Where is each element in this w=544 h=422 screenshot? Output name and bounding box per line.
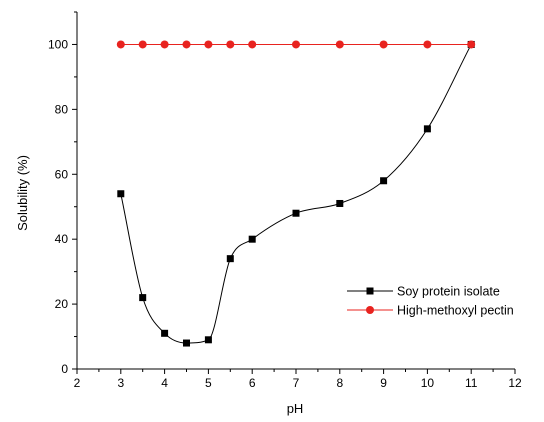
data-point (467, 40, 476, 49)
data-point (423, 125, 431, 133)
y-tick-label: 20 (55, 297, 69, 311)
data-point (423, 40, 432, 49)
x-tick-label: 5 (205, 376, 212, 390)
data-point (292, 40, 300, 49)
y-tick-label: 80 (55, 102, 69, 116)
y-axis-label: Solubility (%) (15, 155, 30, 231)
data-point (226, 40, 235, 49)
data-point (182, 40, 191, 49)
y-tick-label: 0 (61, 362, 68, 376)
x-tick-label: 12 (508, 376, 522, 390)
data-point (248, 40, 257, 49)
series-2 (116, 40, 476, 49)
data-point (204, 336, 212, 344)
y-tick-label: 60 (55, 167, 69, 181)
x-tick-label: 4 (161, 376, 168, 390)
data-point (161, 329, 169, 337)
x-tick-label: 8 (336, 376, 343, 390)
x-tick-label: 3 (117, 376, 124, 390)
axes: 2 3 4 5 6 7 8 9 10 11 12 0 20 40 60 80 100 (48, 11, 522, 390)
legend-item: Soy protein isolate (347, 285, 500, 299)
legend-marker (366, 287, 374, 295)
data-point (183, 339, 190, 347)
data-point (379, 40, 388, 49)
data-point (335, 40, 344, 49)
data-point (160, 40, 169, 49)
x-tick-label: 10 (421, 376, 435, 390)
x-tick-label: 2 (74, 376, 81, 390)
series-layer (116, 40, 476, 347)
data-point (292, 209, 300, 217)
data-point (336, 199, 344, 207)
x-tick-label: 9 (380, 376, 387, 390)
data-point (116, 40, 125, 49)
x-tick-label: 6 (249, 376, 256, 390)
data-point (226, 255, 234, 263)
legend-label: Soy protein isolate (397, 285, 500, 299)
legend-label: High-methoxyl pectin (397, 304, 514, 318)
y-tick-label: 100 (48, 37, 68, 51)
x-axis-label: pH (287, 401, 304, 416)
data-point (380, 177, 388, 185)
data-point (204, 40, 213, 49)
data-point (139, 294, 147, 302)
data-point (138, 40, 147, 49)
series-line (120, 44, 472, 344)
data-point (117, 190, 125, 198)
legend-marker (366, 306, 374, 314)
legend: Soy protein isolate High-methoxyl pectin (347, 285, 514, 318)
x-tick-label: 11 (465, 376, 478, 390)
x-tick-label: 7 (293, 376, 300, 390)
data-point (248, 235, 256, 243)
legend-item: High-methoxyl pectin (347, 304, 514, 318)
series-1 (117, 40, 475, 347)
y-tick-label: 40 (55, 232, 69, 246)
